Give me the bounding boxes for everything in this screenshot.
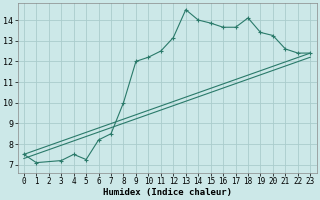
X-axis label: Humidex (Indice chaleur): Humidex (Indice chaleur): [103, 188, 232, 197]
